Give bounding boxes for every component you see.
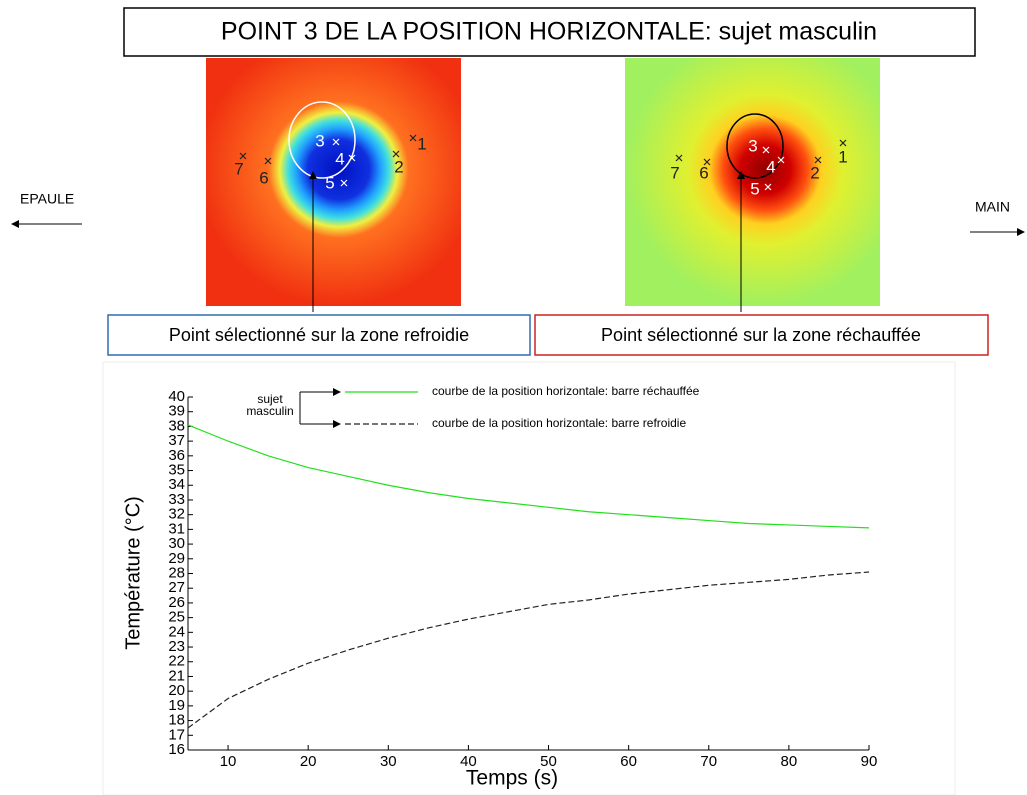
point-label: 5 [325, 173, 334, 192]
x-tick-label: 60 [620, 753, 637, 770]
side-label: EPAULE [20, 191, 74, 207]
data-line [187, 571, 870, 729]
legend-label: courbe de la position horizontale: barre… [432, 384, 700, 398]
point-marker [777, 156, 785, 164]
selection-circle [726, 113, 784, 179]
image-caption: Point sélectionné sur la zone refroidie [169, 325, 469, 345]
x-axis-title: Temps (s) [466, 767, 558, 790]
point-marker [703, 158, 711, 166]
point-label: 6 [259, 168, 268, 187]
point-marker [764, 183, 772, 191]
y-tick-label: 18 [168, 712, 185, 729]
point-label: 7 [670, 163, 679, 182]
y-tick-label: 31 [168, 520, 185, 537]
y-tick-label: 40 [168, 388, 185, 405]
y-tick-label: 25 [168, 609, 185, 626]
point-label: 4 [335, 149, 344, 168]
y-tick-label: 21 [168, 667, 185, 684]
y-tick-label: 35 [168, 462, 185, 479]
y-tick-label: 30 [168, 535, 185, 552]
y-tick-label: 28 [168, 564, 185, 581]
x-tick-label: 20 [300, 753, 317, 770]
y-tick-label: 39 [168, 403, 185, 420]
point-label: 2 [810, 163, 819, 182]
point-label: 5 [750, 179, 759, 198]
point-label: 3 [748, 136, 757, 155]
legend-group-label: sujet [257, 392, 283, 406]
thermal-image-cold [206, 58, 461, 306]
point-marker [239, 152, 247, 160]
legend-group-label: masculin [246, 404, 293, 418]
point-marker [762, 146, 770, 154]
point-marker [332, 138, 340, 146]
chart-panel [102, 361, 956, 795]
y-tick-label: 19 [168, 697, 185, 714]
point-label: 7 [234, 159, 243, 178]
point-marker [409, 134, 417, 142]
point-label: 1 [838, 147, 847, 166]
y-tick-label: 17 [168, 726, 185, 743]
y-tick-label: 26 [168, 594, 185, 611]
x-tick-label: 80 [781, 753, 798, 770]
thermal-image-warm [625, 58, 880, 306]
x-tick-label: 10 [220, 753, 237, 770]
caption-box [107, 314, 531, 356]
selection-circle [288, 101, 356, 179]
point-label: 3 [315, 131, 324, 150]
legend-label: courbe de la position horizontale: barre… [432, 416, 686, 430]
data-line [187, 424, 870, 529]
side-label: MAIN [975, 199, 1010, 215]
y-tick-label: 34 [168, 476, 185, 493]
title-box [123, 7, 976, 57]
point-marker [340, 179, 348, 187]
y-axis-title: Température (°C) [122, 496, 144, 650]
image-caption: Point sélectionné sur la zone réchauffée [601, 325, 921, 345]
x-tick-label: 70 [700, 753, 717, 770]
y-tick-label: 20 [168, 682, 185, 699]
y-tick-label: 22 [168, 653, 185, 670]
x-tick-label: 90 [861, 753, 878, 770]
y-tick-label: 38 [168, 417, 185, 434]
y-tick-label: 27 [168, 579, 185, 596]
point-marker [675, 154, 683, 162]
point-label: 1 [417, 134, 426, 153]
point-marker [348, 154, 356, 162]
slide-title: POINT 3 DE LA POSITION HORIZONTALE: suje… [221, 18, 877, 46]
y-tick-label: 29 [168, 550, 185, 567]
y-tick-label: 16 [168, 741, 185, 758]
point-marker [264, 157, 272, 165]
point-marker [814, 156, 822, 164]
point-label: 4 [766, 157, 775, 176]
y-tick-label: 24 [168, 623, 185, 640]
x-tick-label: 50 [540, 753, 557, 770]
x-tick-label: 30 [380, 753, 397, 770]
y-tick-label: 33 [168, 491, 185, 508]
y-tick-label: 32 [168, 506, 185, 523]
x-tick-label: 40 [460, 753, 477, 770]
point-label: 6 [699, 163, 708, 182]
point-marker [839, 139, 847, 147]
point-label: 2 [394, 157, 403, 176]
caption-box [534, 314, 989, 356]
y-tick-label: 37 [168, 432, 185, 449]
y-tick-label: 23 [168, 638, 185, 655]
point-marker [392, 150, 400, 158]
y-tick-label: 36 [168, 447, 185, 464]
